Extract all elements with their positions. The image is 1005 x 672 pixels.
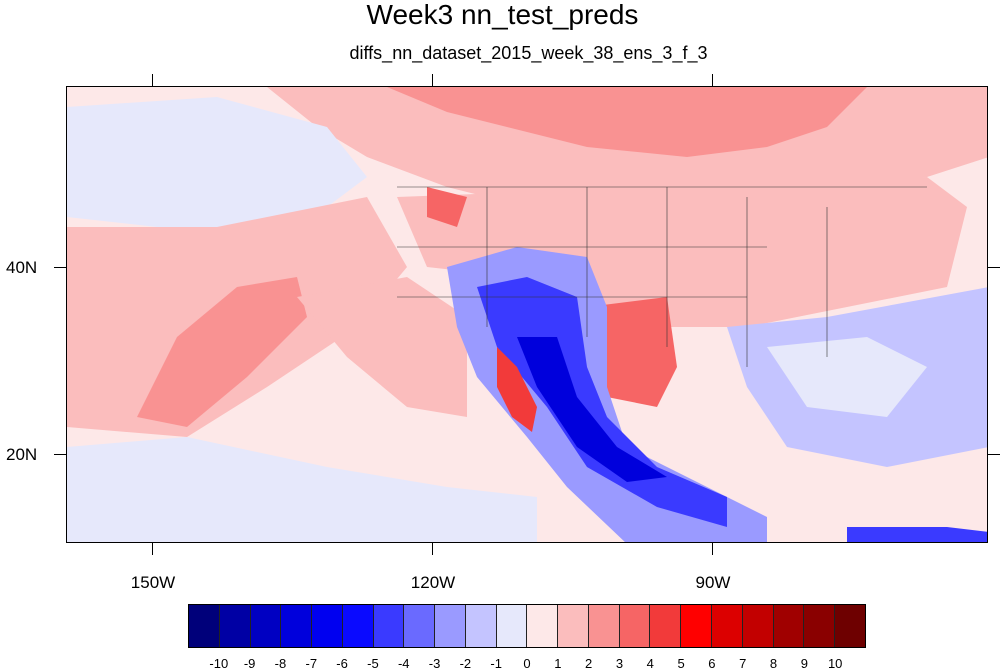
y-tick-left-20n [54, 454, 66, 455]
colorbar-cell [712, 605, 743, 647]
x-tick-bottom-150w [152, 543, 153, 555]
lon-label-90w: 90W [695, 573, 731, 592]
colorbar-label: -7 [305, 656, 318, 671]
colorbar-label: -1 [490, 656, 502, 671]
lat-label-20n: 20N [6, 445, 38, 464]
colorbar-cell [681, 605, 713, 647]
colorbar-label: -8 [274, 656, 287, 671]
field-pacific-blue [67, 97, 367, 227]
y-tick-left-40n [54, 267, 66, 268]
colorbar-label: -9 [243, 656, 256, 671]
colorbar-cell [558, 605, 589, 647]
colorbar-cell [804, 605, 836, 647]
colorbar-cell [189, 605, 220, 647]
colorbar-label: 7 [739, 656, 747, 671]
map-field [67, 87, 987, 542]
x-tick-top-90w [712, 74, 713, 86]
colorbar-cell [312, 605, 343, 647]
field-southeast-light [767, 337, 927, 417]
colorbar-cell [281, 605, 313, 647]
field-mexico-blue-core [517, 337, 667, 482]
field-washington-red [427, 187, 467, 227]
colorbar-cell [835, 605, 865, 647]
colorbar-cell [650, 605, 682, 647]
field-baja-red [497, 347, 537, 432]
x-tick-bottom-90w [712, 543, 713, 555]
colorbar-cell [404, 605, 436, 647]
field-south-blue [67, 437, 537, 542]
x-tick-top-120w [432, 74, 433, 86]
x-tick-top-150w [152, 74, 153, 86]
map-plot-area [66, 86, 988, 543]
colorbar-label: 1 [554, 656, 562, 671]
colorbar-label: -6 [336, 656, 348, 671]
lat-label-40n: 40N [6, 258, 38, 277]
field-caribbean-blue [847, 527, 987, 542]
colorbar-label: 8 [769, 656, 778, 671]
colorbar-cell [619, 605, 651, 647]
field-north-core [387, 87, 867, 157]
colorbar-cell [742, 605, 774, 647]
state-boundaries [397, 186, 927, 367]
x-tick-bottom-120w [432, 543, 433, 555]
colorbar-cell [773, 605, 805, 647]
colorbar-label: 2 [585, 656, 593, 671]
colorbar-label: 5 [677, 656, 685, 671]
colorbar-cell [373, 605, 405, 647]
colorbar-cell [496, 605, 528, 647]
y-tick-right-40n [988, 267, 1000, 268]
colorbar-cell [342, 605, 374, 647]
colorbar-label: -4 [397, 656, 410, 671]
lon-label-120w: 120W [410, 573, 456, 592]
colorbar-cell [588, 605, 620, 647]
map-subtitle: diffs_nn_dataset_2015_week_38_ens_3_f_3 [349, 43, 708, 63]
colorbar-cell [435, 605, 466, 647]
colorbar-label: 6 [708, 656, 716, 671]
colorbar-label: 3 [615, 656, 624, 671]
field-pacific-pink-2 [297, 277, 467, 417]
colorbar-label: -2 [459, 656, 472, 671]
colorbar-cell [527, 605, 559, 647]
colorbar-label: 9 [800, 656, 808, 671]
map-title: Week3 nn_test_preds [366, 0, 639, 30]
colorbar-label: -5 [367, 656, 379, 671]
colorbar-label: 0 [523, 656, 531, 671]
colorbar-label: 4 [646, 656, 654, 671]
colorbar-cell [219, 605, 251, 647]
lon-label-150w: 150W [130, 573, 176, 592]
y-tick-right-20n [988, 454, 1000, 455]
colorbar [188, 604, 866, 648]
colorbar-label: -10 [209, 656, 229, 671]
colorbar-cell [465, 605, 497, 647]
colorbar-label: 10 [827, 656, 843, 671]
field-pacific-red-streak [137, 277, 307, 427]
colorbar-cell [250, 605, 282, 647]
field-texas-red [587, 297, 677, 407]
colorbar-label: -3 [428, 656, 441, 671]
